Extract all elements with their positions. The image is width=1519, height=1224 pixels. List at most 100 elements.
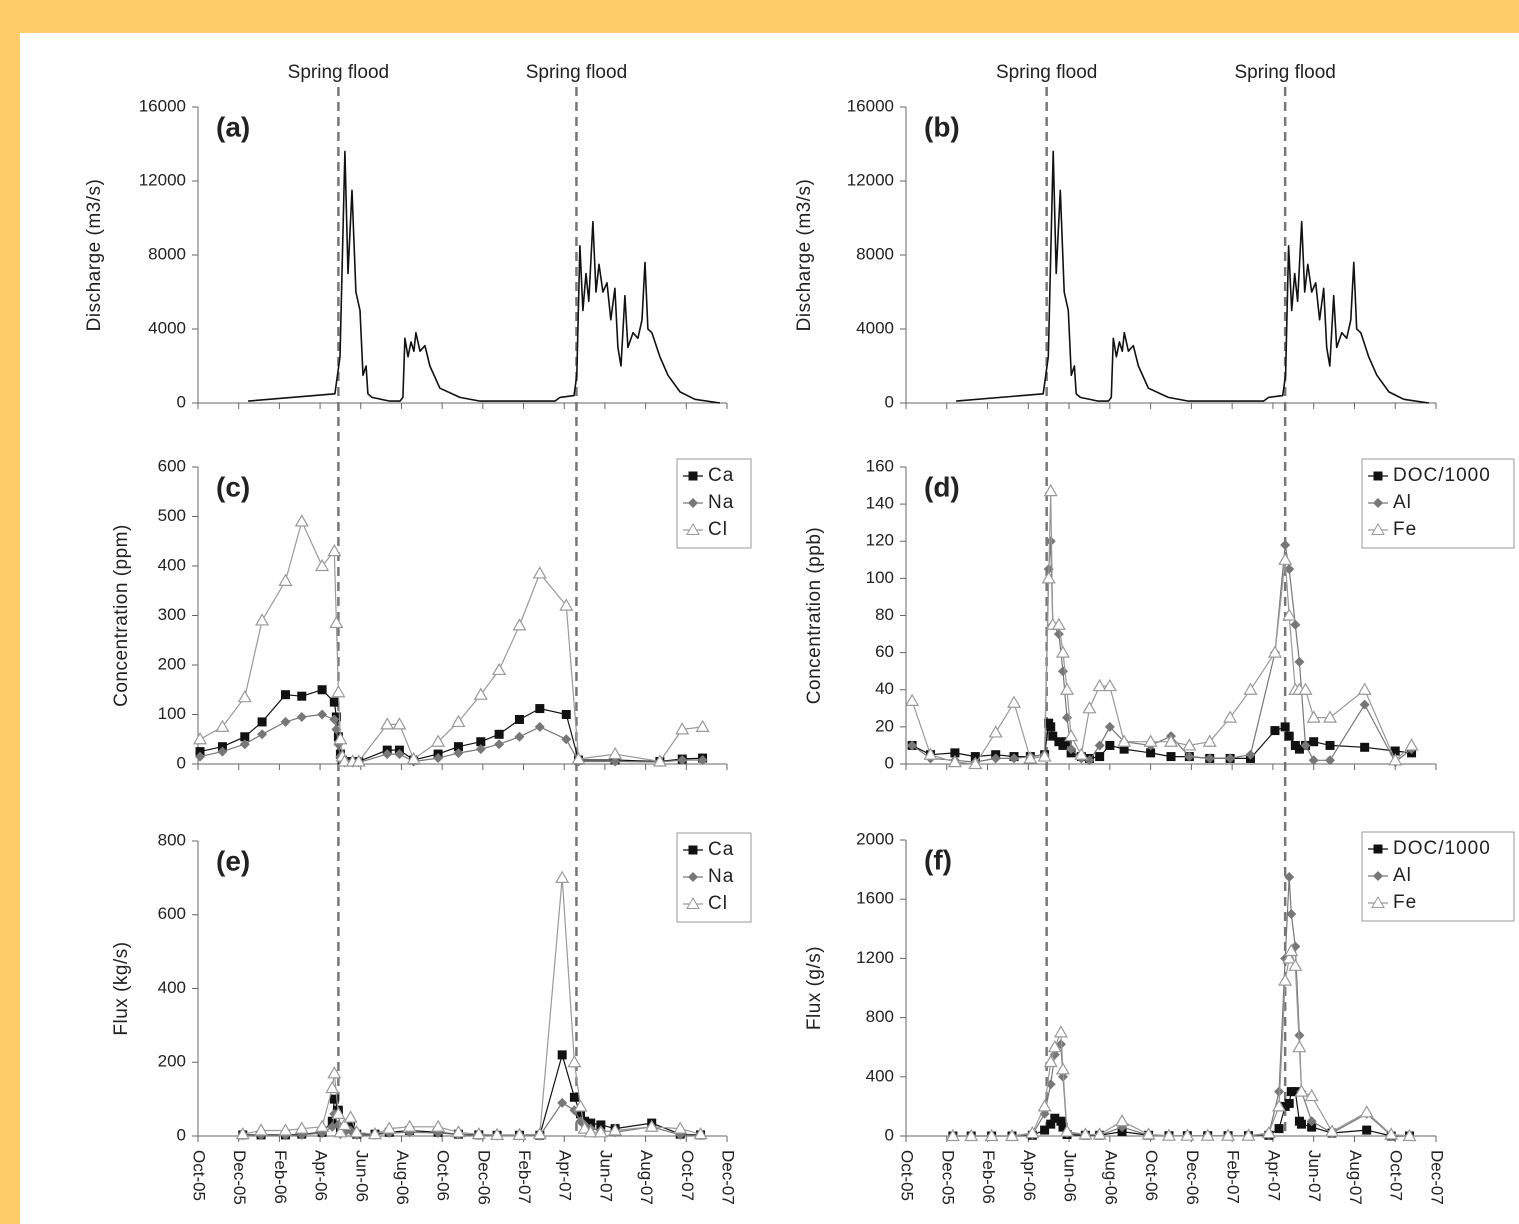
marker bbox=[257, 717, 267, 727]
marker bbox=[317, 709, 328, 720]
y-tick-label: 20 bbox=[875, 716, 894, 735]
marker bbox=[329, 1094, 339, 1104]
legend-label: Cl bbox=[708, 893, 728, 914]
x-tick-label: Dec-07 bbox=[1428, 1150, 1447, 1205]
x-tick-label: Apr-07 bbox=[556, 1150, 575, 1201]
legend-marker bbox=[686, 522, 700, 535]
marker bbox=[557, 1097, 568, 1108]
marker bbox=[1404, 738, 1419, 751]
marker bbox=[695, 719, 710, 732]
marker bbox=[923, 747, 938, 760]
marker bbox=[1296, 1119, 1306, 1129]
marker bbox=[315, 1119, 330, 1132]
marker bbox=[644, 1119, 659, 1132]
legend-label: Al bbox=[1393, 865, 1412, 886]
marker bbox=[905, 693, 920, 706]
marker bbox=[1104, 721, 1115, 732]
marker bbox=[1290, 1087, 1300, 1097]
marker bbox=[433, 753, 444, 764]
y-tick-label: 12000 bbox=[847, 170, 894, 189]
marker bbox=[240, 732, 250, 742]
marker bbox=[327, 1116, 337, 1126]
y-tick-label: 1200 bbox=[856, 948, 894, 967]
marker bbox=[294, 514, 309, 527]
marker bbox=[573, 1099, 588, 1112]
y-axis-title: Concentration (ppb) bbox=[804, 527, 825, 704]
y-tick-label: 800 bbox=[158, 830, 186, 849]
legend-marker bbox=[1371, 522, 1385, 535]
marker bbox=[329, 697, 339, 707]
marker bbox=[1294, 744, 1304, 754]
panel-label: (b) bbox=[924, 111, 960, 142]
marker bbox=[382, 749, 393, 760]
legend-label: DOC/1000 bbox=[1393, 465, 1491, 486]
marker bbox=[1362, 1125, 1372, 1135]
marker bbox=[675, 722, 690, 735]
marker bbox=[1294, 1084, 1309, 1097]
marker bbox=[1051, 617, 1066, 630]
y-tick-label: 800 bbox=[866, 1007, 894, 1026]
marker bbox=[1043, 1054, 1058, 1068]
legend-label: Fe bbox=[1393, 892, 1417, 913]
marker bbox=[561, 710, 571, 719]
marker bbox=[583, 1125, 598, 1138]
marker bbox=[1294, 656, 1305, 667]
x-tick-label: Apr-07 bbox=[1264, 1150, 1283, 1201]
marker bbox=[278, 1123, 293, 1136]
marker bbox=[235, 1126, 250, 1140]
marker bbox=[608, 1123, 623, 1136]
y-axis-title: Discharge (m3/s) bbox=[794, 179, 815, 332]
y-tick-label: 400 bbox=[158, 978, 186, 997]
marker bbox=[392, 717, 407, 730]
marker bbox=[1225, 753, 1236, 764]
marker bbox=[451, 1125, 466, 1138]
y-tick-label: 200 bbox=[158, 654, 186, 673]
marker bbox=[535, 704, 545, 714]
y-tick-label: 0 bbox=[177, 392, 186, 411]
marker bbox=[1292, 1039, 1307, 1053]
annotation: Spring flood bbox=[526, 62, 627, 83]
marker bbox=[1048, 731, 1058, 741]
marker bbox=[327, 543, 342, 557]
marker bbox=[297, 691, 307, 701]
marker bbox=[296, 711, 307, 722]
y-axis-title: Flux (g/s) bbox=[804, 946, 825, 1030]
x-tick-label: Oct-07 bbox=[678, 1150, 697, 1201]
marker bbox=[331, 685, 346, 698]
x-tick-label: Oct-05 bbox=[190, 1150, 209, 1201]
marker bbox=[677, 755, 688, 766]
x-tick-label: Oct-06 bbox=[434, 1150, 453, 1201]
marker bbox=[1359, 1105, 1374, 1118]
marker bbox=[473, 687, 488, 700]
marker bbox=[1043, 483, 1058, 497]
legend-marker bbox=[686, 896, 700, 909]
marker bbox=[1064, 728, 1079, 742]
marker bbox=[947, 754, 962, 768]
y-tick-label: 12000 bbox=[139, 170, 186, 189]
marker bbox=[492, 662, 507, 676]
marker bbox=[406, 751, 421, 765]
y-tick-label: 0 bbox=[177, 753, 186, 772]
marker bbox=[1322, 710, 1338, 723]
marker bbox=[1325, 740, 1335, 750]
legend-marker bbox=[1373, 844, 1383, 854]
marker bbox=[402, 1119, 417, 1132]
marker bbox=[476, 737, 486, 747]
x-tick-label: Aug-06 bbox=[1101, 1150, 1120, 1205]
marker bbox=[652, 754, 667, 767]
x-tick-label: Aug-07 bbox=[1346, 1150, 1365, 1205]
marker bbox=[278, 573, 293, 586]
panel-label: (f) bbox=[924, 844, 952, 875]
marker bbox=[254, 1123, 269, 1136]
marker bbox=[1041, 571, 1056, 584]
marker bbox=[331, 1106, 346, 1119]
y-tick-label: 0 bbox=[885, 753, 894, 772]
marker bbox=[280, 716, 291, 727]
legend-marker bbox=[1373, 471, 1383, 481]
marker bbox=[327, 1066, 342, 1079]
marker bbox=[596, 1120, 606, 1130]
legend-label: Fe bbox=[1393, 519, 1417, 540]
marker bbox=[1280, 722, 1290, 732]
marker bbox=[577, 1121, 592, 1134]
marker bbox=[1166, 752, 1176, 762]
